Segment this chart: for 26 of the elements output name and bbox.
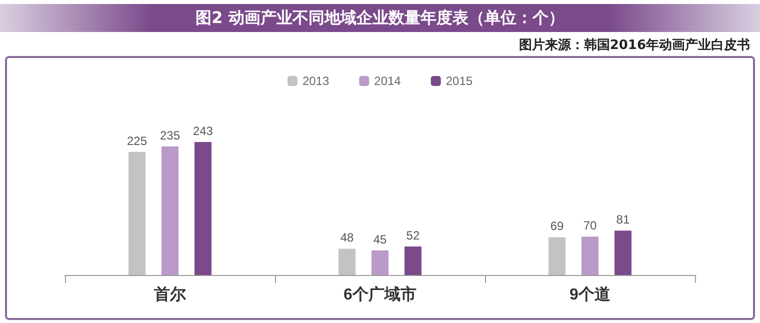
x-tick-label: 6个广域市 xyxy=(344,286,416,304)
bar xyxy=(548,237,566,275)
data-label: 81 xyxy=(616,212,630,227)
bar xyxy=(338,248,356,275)
bar xyxy=(162,146,178,275)
data-label: 235 xyxy=(160,128,180,142)
data-label: 243 xyxy=(192,124,214,138)
data-label: 225 xyxy=(127,134,148,148)
data-label: 48 xyxy=(340,230,354,245)
legend-label: 2014 xyxy=(374,74,402,88)
bar xyxy=(614,230,632,275)
bar xyxy=(372,250,388,275)
chart-title: 图2 动画产业不同地域企业数量年度表（单位：个） xyxy=(194,8,566,29)
bar xyxy=(128,152,146,275)
data-label: 45 xyxy=(373,232,387,246)
data-label: 69 xyxy=(550,219,564,234)
bar xyxy=(404,246,422,275)
bar xyxy=(582,236,598,275)
data-label: 70 xyxy=(583,218,597,233)
x-tick-label: 9个道 xyxy=(570,286,612,304)
bar xyxy=(194,142,212,275)
data-label: 52 xyxy=(406,228,420,243)
text: 图片来源：韩国2016年动画产业白皮书 xyxy=(518,36,750,54)
legend-label: 2015 xyxy=(446,74,473,88)
legend-label: 2013 xyxy=(302,74,330,88)
x-tick-label: 首尔 xyxy=(153,286,187,304)
